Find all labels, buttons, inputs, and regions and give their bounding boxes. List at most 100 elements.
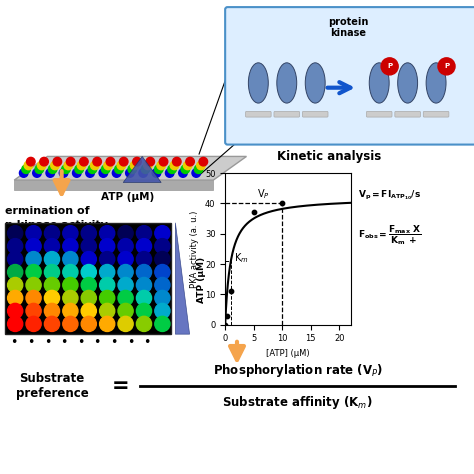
- Circle shape: [8, 252, 23, 267]
- Circle shape: [45, 252, 60, 267]
- Circle shape: [168, 165, 176, 173]
- Circle shape: [106, 157, 115, 166]
- Circle shape: [155, 226, 170, 241]
- Circle shape: [137, 226, 152, 241]
- Circle shape: [19, 169, 28, 177]
- Circle shape: [26, 303, 41, 319]
- Circle shape: [73, 169, 81, 177]
- Circle shape: [88, 165, 97, 173]
- Circle shape: [100, 252, 115, 267]
- Text: ATP (μM): ATP (μM): [101, 192, 155, 202]
- Text: K$_m$: K$_m$: [234, 251, 248, 265]
- Circle shape: [62, 165, 70, 173]
- Circle shape: [81, 238, 96, 254]
- Circle shape: [8, 291, 23, 306]
- Circle shape: [45, 264, 60, 280]
- Text: $\mathbf{V_p = FI_{ATP_{10}}/s}$: $\mathbf{V_p = FI_{ATP_{10}}/s}$: [358, 189, 421, 202]
- Y-axis label: PKA activity (a. u.): PKA activity (a. u.): [190, 210, 199, 288]
- Circle shape: [183, 161, 192, 170]
- Circle shape: [26, 291, 41, 306]
- Circle shape: [8, 238, 23, 254]
- Text: •: •: [10, 336, 18, 349]
- Circle shape: [165, 169, 174, 177]
- Circle shape: [170, 161, 179, 170]
- Point: [223, 312, 231, 319]
- Circle shape: [137, 238, 152, 254]
- Point: [250, 209, 257, 216]
- Circle shape: [155, 264, 170, 280]
- FancyBboxPatch shape: [423, 111, 449, 117]
- Text: $\mathbf{F_{obs} = \dfrac{F_{max}\ X}{K_m\ +}}$: $\mathbf{F_{obs} = \dfrac{F_{max}\ X}{K_…: [358, 223, 421, 246]
- Circle shape: [64, 161, 73, 170]
- Circle shape: [146, 157, 155, 166]
- Circle shape: [139, 169, 147, 177]
- Circle shape: [66, 157, 75, 166]
- Text: n kinase activity: n kinase activity: [5, 220, 108, 230]
- Circle shape: [46, 169, 55, 177]
- Circle shape: [173, 157, 181, 166]
- Circle shape: [26, 277, 41, 292]
- Circle shape: [45, 291, 60, 306]
- Circle shape: [137, 291, 152, 306]
- Circle shape: [118, 264, 133, 280]
- Circle shape: [100, 264, 115, 280]
- Circle shape: [81, 252, 96, 267]
- Circle shape: [137, 303, 152, 319]
- Circle shape: [438, 58, 455, 75]
- Circle shape: [381, 58, 398, 75]
- Circle shape: [48, 165, 57, 173]
- Circle shape: [45, 277, 60, 292]
- Ellipse shape: [277, 63, 297, 103]
- Bar: [5, 223, 171, 334]
- Text: P: P: [387, 64, 392, 69]
- Circle shape: [63, 252, 78, 267]
- Circle shape: [63, 303, 78, 319]
- Circle shape: [119, 157, 128, 166]
- Circle shape: [40, 157, 48, 166]
- Text: •: •: [110, 336, 118, 349]
- Circle shape: [37, 161, 46, 170]
- Circle shape: [155, 291, 170, 306]
- Circle shape: [118, 303, 133, 319]
- Circle shape: [59, 169, 68, 177]
- Polygon shape: [14, 156, 246, 180]
- FancyBboxPatch shape: [274, 111, 300, 117]
- Circle shape: [137, 316, 152, 331]
- Circle shape: [137, 252, 152, 267]
- Circle shape: [118, 291, 133, 306]
- Circle shape: [104, 161, 112, 170]
- Circle shape: [100, 303, 115, 319]
- Circle shape: [8, 277, 23, 292]
- Circle shape: [63, 264, 78, 280]
- Text: •: •: [127, 336, 134, 349]
- Text: Phosphorylation rate (V$_P$): Phosphorylation rate (V$_P$): [213, 362, 383, 379]
- Circle shape: [100, 226, 115, 241]
- Circle shape: [93, 157, 101, 166]
- Circle shape: [81, 277, 96, 292]
- Circle shape: [8, 316, 23, 331]
- Circle shape: [63, 226, 78, 241]
- Text: •: •: [93, 336, 101, 349]
- Circle shape: [155, 303, 170, 319]
- Text: Substrate
preference: Substrate preference: [16, 372, 89, 401]
- Circle shape: [118, 252, 133, 267]
- Polygon shape: [14, 180, 213, 190]
- Circle shape: [126, 169, 134, 177]
- Circle shape: [112, 169, 121, 177]
- X-axis label: [ATP] (μM): [ATP] (μM): [266, 349, 310, 358]
- Circle shape: [53, 157, 62, 166]
- Circle shape: [27, 157, 35, 166]
- Text: Substrate affinity (K$_m$): Substrate affinity (K$_m$): [222, 394, 373, 411]
- Circle shape: [155, 165, 163, 173]
- Circle shape: [8, 303, 23, 319]
- Ellipse shape: [248, 63, 268, 103]
- Circle shape: [86, 169, 94, 177]
- Point: [227, 288, 235, 295]
- Circle shape: [155, 277, 170, 292]
- Text: Kinetic analysis: Kinetic analysis: [277, 150, 382, 163]
- Ellipse shape: [426, 63, 446, 103]
- Circle shape: [118, 238, 133, 254]
- Circle shape: [26, 238, 41, 254]
- Circle shape: [81, 226, 96, 241]
- Point: [221, 321, 229, 328]
